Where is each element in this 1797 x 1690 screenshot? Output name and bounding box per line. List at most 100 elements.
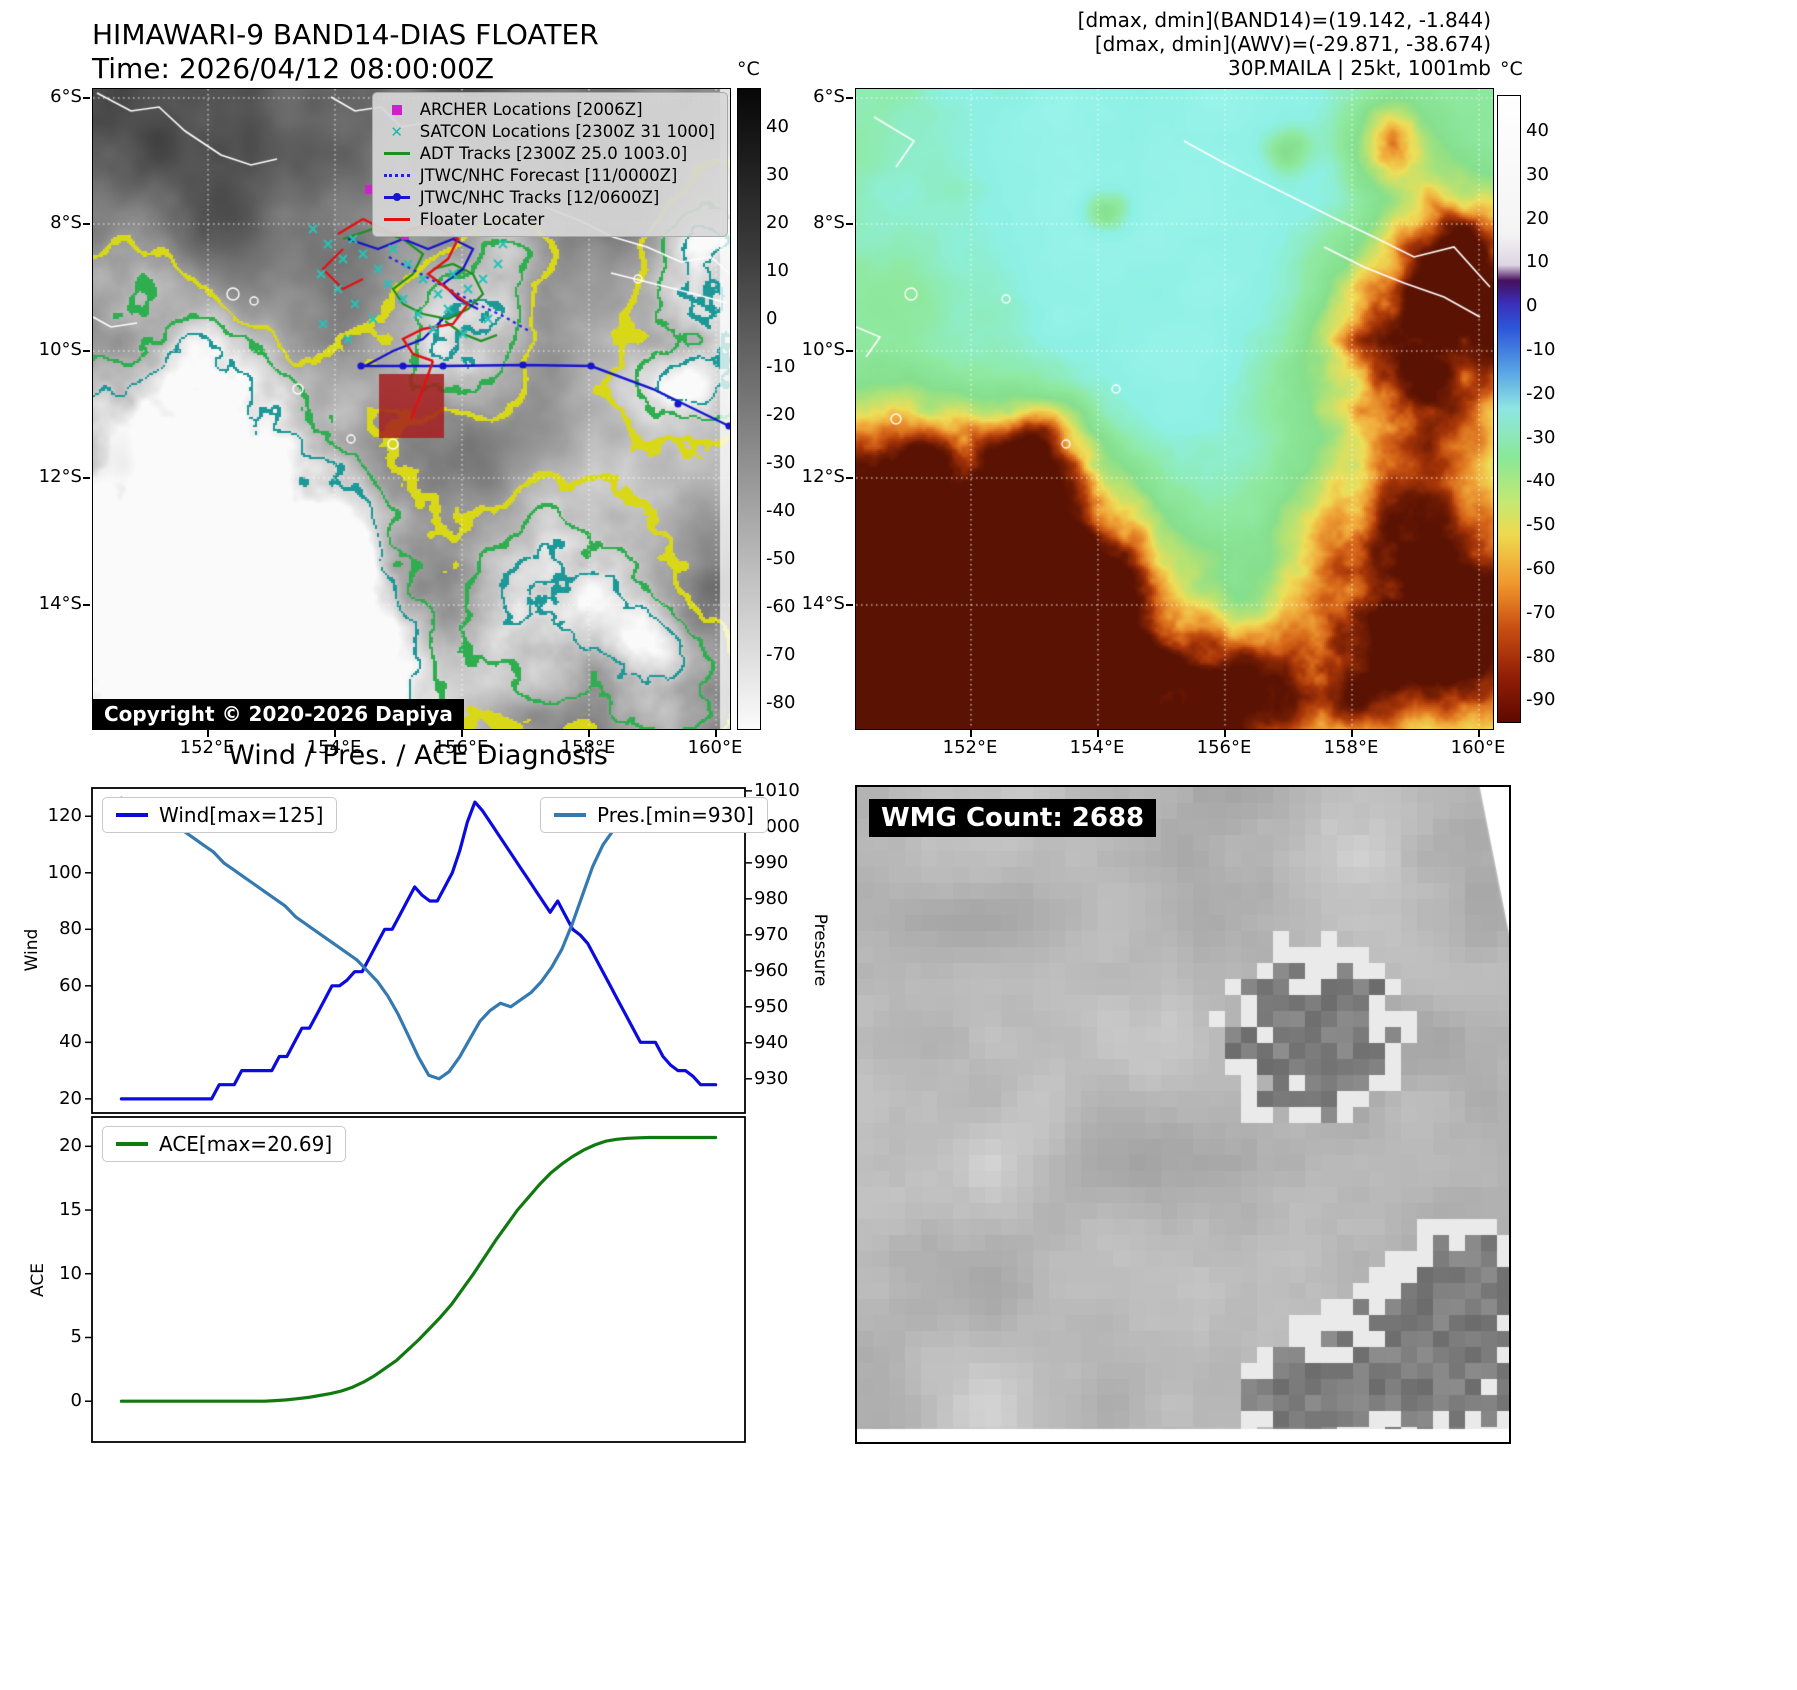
map-y-tick	[83, 604, 90, 606]
chart-y-tick-label: 5	[70, 1326, 82, 1348]
map-y-tick	[846, 97, 853, 99]
legend-item-label: JTWC/NHC Forecast [11/0000Z]	[419, 166, 678, 185]
map-x-tick	[1224, 730, 1226, 737]
colorbar-tick-label: 30	[1526, 163, 1549, 185]
ace-legend: ACE[max=20.69]	[102, 1126, 347, 1162]
x-marker-icon: ✕	[390, 122, 403, 141]
map-x-tick	[588, 730, 590, 737]
colorbar-tick-label: -20	[1526, 382, 1556, 404]
map-x-tick	[334, 730, 336, 737]
map-y-tick-label: 6°S	[813, 86, 845, 107]
copyright-label: Copyright © 2020-2026 Dapiya	[93, 699, 464, 729]
wind-axis-label: Wind	[22, 928, 42, 972]
chart-y-tick-label: 100	[47, 861, 82, 883]
square-marker-icon	[382, 103, 412, 117]
map-x-tick-label: 154°E	[1069, 737, 1125, 758]
colorbar-tick-label: 20	[1526, 207, 1549, 229]
map-x-tick	[1351, 730, 1353, 737]
map-y-tick	[846, 223, 853, 225]
map-x-tick-label: 152°E	[942, 737, 998, 758]
map-y-tick-label: 14°S	[801, 593, 845, 614]
charts-title: Wind / Pres. / ACE Diagnosis	[228, 740, 608, 771]
pressure-line-sample-icon	[554, 813, 586, 817]
chart-series-line	[119, 796, 718, 1081]
chart-y-tick-label: 990	[754, 851, 789, 873]
chart-y-tick-label: 940	[754, 1031, 789, 1053]
map-x-tick-label: 152°E	[179, 737, 235, 758]
colorbar-tick-label: -80	[766, 692, 796, 713]
band14-colorbar	[737, 88, 761, 730]
storm-info-annotation: 30P.MAILA | 25kt, 1001mb	[1228, 56, 1491, 80]
map-x-tick	[715, 730, 717, 737]
colorbar-tick-label: -70	[766, 644, 796, 665]
chart-y-tick-label: 980	[754, 887, 789, 909]
legend-item: ARCHER Locations [2006Z]	[382, 100, 715, 119]
chart-y-tick-label: 20	[59, 1135, 82, 1157]
colorbar-tick-label: -70	[1526, 601, 1556, 623]
legend-item-label: ADT Tracks [2300Z 25.0 1003.0]	[419, 144, 688, 163]
colorbar-tick-label: -60	[1526, 558, 1556, 579]
colorbar-tick-label: -50	[766, 548, 796, 569]
map-legend: ARCHER Locations [2006Z] ✕ SATCON Location…	[371, 92, 728, 237]
colorbar-tick-label: -10	[1526, 339, 1556, 360]
map-x-tick-label: 160°E	[687, 737, 743, 758]
band14-colorbar-unit: °C	[737, 58, 760, 80]
line-chart	[85, 1116, 746, 1443]
map-x-tick	[1478, 730, 1480, 737]
map-y-tick	[83, 477, 90, 479]
chart-y-tick-label: 950	[754, 995, 789, 1017]
map-y-tick-label: 8°S	[813, 212, 845, 233]
colorbar-tick-label: -30	[766, 452, 796, 473]
map-y-tick	[83, 350, 90, 352]
colorbar-tick-label: 40	[1526, 120, 1549, 141]
legend-item-label: Floater Locater	[419, 210, 545, 229]
map-x-tick-label: 158°E	[1323, 737, 1379, 758]
wind-legend: Wind[max=125]	[102, 797, 338, 833]
colorbar-tick-label: -60	[766, 596, 796, 617]
chart-y-tick-label: 15	[59, 1199, 82, 1221]
map-y-tick-label: 12°S	[801, 466, 845, 487]
chart-y-tick-label: 40	[59, 1031, 82, 1053]
dmax-dmin-band14-annotation: [dmax, dmin](BAND14)=(19.142, -1.844)	[1077, 8, 1491, 32]
awv-map	[855, 88, 1494, 730]
line-marker-icon	[382, 213, 412, 227]
colorbar-tick-label: -50	[1526, 514, 1556, 536]
colorbar-tick-label: -10	[766, 356, 796, 377]
line-chart	[85, 787, 752, 1114]
map-x-tick-label: 156°E	[433, 737, 489, 758]
band14-title: HIMAWARI-9 BAND14-DIAS FLOATER	[92, 18, 599, 51]
map-y-tick-label: 6°S	[50, 86, 82, 107]
pressure-legend: Pres.[min=930]	[540, 797, 768, 833]
pressure-axis-label: Pressure	[810, 913, 830, 987]
map-y-tick	[846, 604, 853, 606]
chart-y-tick-label: 970	[754, 923, 789, 945]
wmg-count-label: WMG Count: 2688	[869, 799, 1157, 837]
wmg-image	[857, 787, 1509, 1442]
ace-legend-label: ACE[max=20.69]	[159, 1132, 333, 1156]
ace-line-sample-icon	[116, 1142, 148, 1146]
colorbar-tick-label: -40	[766, 500, 796, 521]
line-marker-icon	[382, 147, 412, 161]
wmg-panel: WMG Count: 2688	[855, 785, 1511, 1444]
chart-series-line	[119, 1135, 718, 1403]
map-y-tick-label: 14°S	[38, 593, 82, 614]
map-x-tick	[207, 730, 209, 737]
line-dot-marker-icon	[382, 191, 412, 205]
chart-y-tick-label: 930	[754, 1067, 789, 1089]
colorbar-tick-label: 40	[766, 116, 789, 137]
chart-series-line	[119, 800, 718, 1101]
colorbar-tick-label: -40	[1526, 470, 1556, 492]
colorbar-tick-label: -20	[766, 404, 796, 425]
colorbar-tick-label: 30	[766, 164, 789, 185]
colorbar-tick-label: 0	[1526, 295, 1538, 317]
band14-subtitle: Time: 2026/04/12 08:00:00Z	[92, 52, 495, 85]
map-x-tick-label: 160°E	[1450, 737, 1506, 758]
chart-y-tick-label: 20	[59, 1087, 82, 1109]
colorbar-tick-label: 0	[766, 308, 778, 329]
chart-y-tick-label: 960	[754, 959, 789, 981]
map-y-tick	[83, 97, 90, 99]
awv-image	[856, 89, 1493, 729]
legend-item: ✕ SATCON Locations [2300Z 31 1000]	[382, 122, 715, 141]
legend-item: Floater Locater	[382, 210, 715, 229]
